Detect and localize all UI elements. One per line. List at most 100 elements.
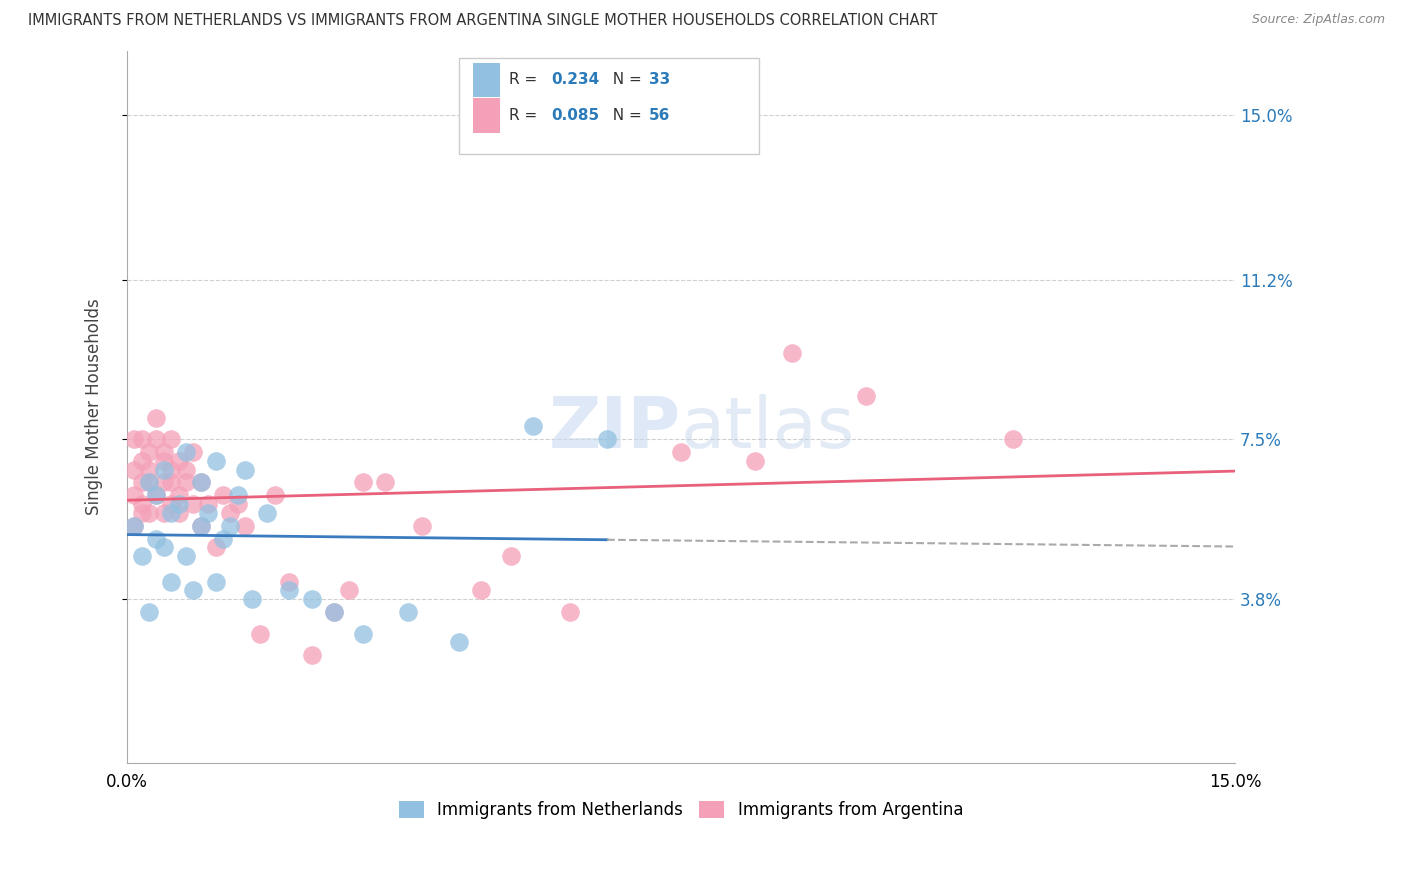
Point [352,475,374,490]
Point [204,454,226,468]
Text: R =: R = [509,72,543,87]
Text: N =: N = [603,72,647,87]
Point [145,488,167,502]
Point [560,605,582,619]
Point [190,475,212,490]
Point [522,419,544,434]
Point [153,454,176,468]
Point [190,518,212,533]
Point [669,445,692,459]
Point [160,475,183,490]
Point [233,462,256,476]
Text: Source: ZipAtlas.com: Source: ZipAtlas.com [1251,13,1385,27]
Point [124,518,146,533]
Point [138,475,160,490]
Point [256,506,278,520]
Point [160,432,183,446]
Point [174,475,197,490]
Point [153,506,176,520]
Point [322,605,344,619]
Point [301,592,323,607]
Point [470,583,492,598]
Point [131,549,153,563]
Point [374,475,396,490]
Point [855,389,877,403]
Point [1002,432,1025,446]
Text: ZIP: ZIP [548,393,681,463]
Point [197,506,219,520]
Point [131,454,153,468]
Point [145,410,167,425]
Point [160,574,183,589]
Text: R =: R = [509,108,543,123]
Text: N =: N = [603,108,647,123]
Point [197,497,219,511]
Point [153,462,176,476]
Point [278,574,301,589]
Point [780,346,803,360]
Text: atlas: atlas [681,393,855,463]
Point [167,454,190,468]
Point [183,583,205,598]
Point [204,540,226,554]
Bar [460,58,758,154]
Point [160,497,183,511]
Point [242,592,264,607]
Point [138,506,160,520]
Point [226,488,249,502]
Point [124,488,146,502]
Point [167,497,190,511]
Point [138,475,160,490]
Point [596,432,619,446]
Point [131,506,153,520]
Legend: Immigrants from Netherlands, Immigrants from Argentina: Immigrants from Netherlands, Immigrants … [392,795,970,826]
Point [167,488,190,502]
Point [160,506,183,520]
Point [131,497,153,511]
Point [352,626,374,640]
Bar [472,98,501,133]
Point [190,475,212,490]
Point [219,518,242,533]
Text: 56: 56 [648,108,671,123]
Point [226,497,249,511]
Point [160,462,183,476]
Point [124,432,146,446]
Point [124,518,146,533]
Point [322,605,344,619]
Point [396,605,419,619]
Point [153,475,176,490]
Point [219,506,242,520]
Point [499,549,522,563]
Point [249,626,271,640]
Point [233,518,256,533]
Text: 33: 33 [648,72,671,87]
Point [744,454,766,468]
Point [138,445,160,459]
Text: 0.234: 0.234 [551,72,599,87]
Bar [472,62,501,97]
Point [145,432,167,446]
Point [174,462,197,476]
Text: 0.085: 0.085 [551,108,599,123]
Point [190,518,212,533]
Point [131,475,153,490]
Point [183,497,205,511]
Point [145,488,167,502]
Point [153,540,176,554]
Point [263,488,285,502]
Point [212,532,235,546]
Point [131,432,153,446]
Text: IMMIGRANTS FROM NETHERLANDS VS IMMIGRANTS FROM ARGENTINA SINGLE MOTHER HOUSEHOLD: IMMIGRANTS FROM NETHERLANDS VS IMMIGRANT… [28,13,938,29]
Point [337,583,360,598]
Point [153,445,176,459]
Y-axis label: Single Mother Households: Single Mother Households [86,299,103,516]
Point [301,648,323,663]
Point [411,518,433,533]
Point [138,605,160,619]
Point [183,445,205,459]
Point [212,488,235,502]
Point [124,462,146,476]
Point [449,635,471,649]
Point [174,445,197,459]
